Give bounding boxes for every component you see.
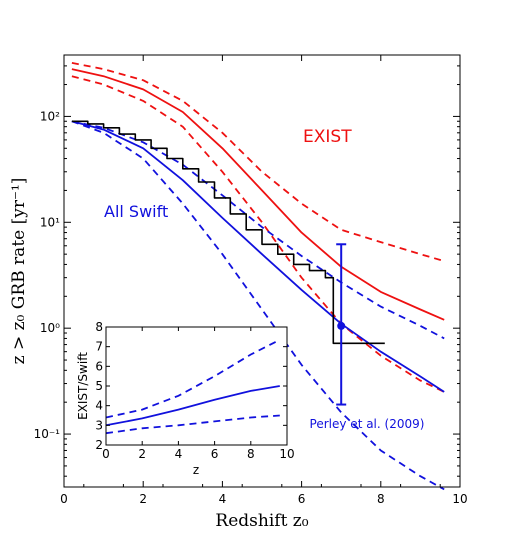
errorbar-point — [337, 321, 346, 330]
inset-y-axis-ticks: 2 3 4 5 6 7 8 — [95, 320, 287, 452]
inset-x-axis-label: z — [193, 463, 199, 477]
y-axis-label: z > z₀ GRB rate [yr⁻¹] — [9, 178, 29, 365]
inset-y-tick-label: 4 — [95, 399, 103, 413]
inset-y-tick-label: 2 — [95, 438, 103, 452]
inset-x-axis-ticks: 0 2 4 6 8 10 — [102, 327, 295, 461]
series-line-2 — [71, 75, 445, 393]
inset-x-tick-label: 0 — [102, 447, 110, 461]
inset-x-tick-label: 4 — [175, 447, 183, 461]
y-tick-label: 10¹ — [40, 215, 60, 229]
inset-series-line-1 — [105, 338, 281, 419]
inset-y-tick-label: 6 — [95, 359, 103, 373]
inset-x-tick-label: 8 — [247, 447, 255, 461]
inset-y-tick-label: 3 — [95, 418, 103, 432]
inset-series-line-2 — [105, 414, 280, 435]
inset-x-tick-label: 10 — [279, 447, 294, 461]
inset-x-tick-label: 6 — [211, 447, 219, 461]
x-tick-label: 4 — [219, 492, 227, 506]
series-line-0 — [71, 68, 445, 321]
x-tick-label: 8 — [377, 492, 385, 506]
observed-errorbar — [336, 243, 347, 406]
inset-y-tick-label: 5 — [95, 379, 103, 393]
main-curves — [71, 62, 445, 491]
inset-curves — [105, 338, 281, 435]
x-axis-ticks: 0 2 4 6 8 10 — [60, 55, 468, 506]
x-tick-label: 0 — [60, 492, 68, 506]
series-line-6 — [71, 120, 385, 345]
x-tick-label: 10 — [452, 492, 467, 506]
series-line-4 — [71, 120, 445, 340]
annotation-perley: Perley et al. (2009) — [310, 417, 425, 431]
series-line-5 — [71, 120, 445, 491]
inset-x-tick-label: 2 — [138, 447, 146, 461]
y-tick-label: 10⁰ — [40, 321, 60, 335]
y-tick-label: 10² — [40, 109, 60, 123]
inset-y-tick-label: 7 — [95, 340, 103, 354]
series-line-3 — [71, 120, 445, 393]
plot-frame — [63, 54, 461, 488]
series-line-1 — [71, 62, 445, 262]
annotation-exist: EXIST — [303, 127, 352, 147]
annotation-all-swift: All Swift — [104, 202, 168, 221]
y-axis-ticks: 10⁻¹ 10⁰ 10¹ 10² — [34, 65, 460, 477]
inset-y-tick-label: 8 — [95, 320, 103, 334]
inset-series-line-0 — [105, 385, 280, 427]
x-axis-label: Redshift z₀ — [215, 511, 308, 531]
y-tick-label: 10⁻¹ — [34, 427, 61, 441]
x-tick-label: 2 — [139, 492, 147, 506]
inset-y-axis-label: EXIST/Swift — [76, 352, 90, 420]
x-tick-label: 6 — [298, 492, 306, 506]
